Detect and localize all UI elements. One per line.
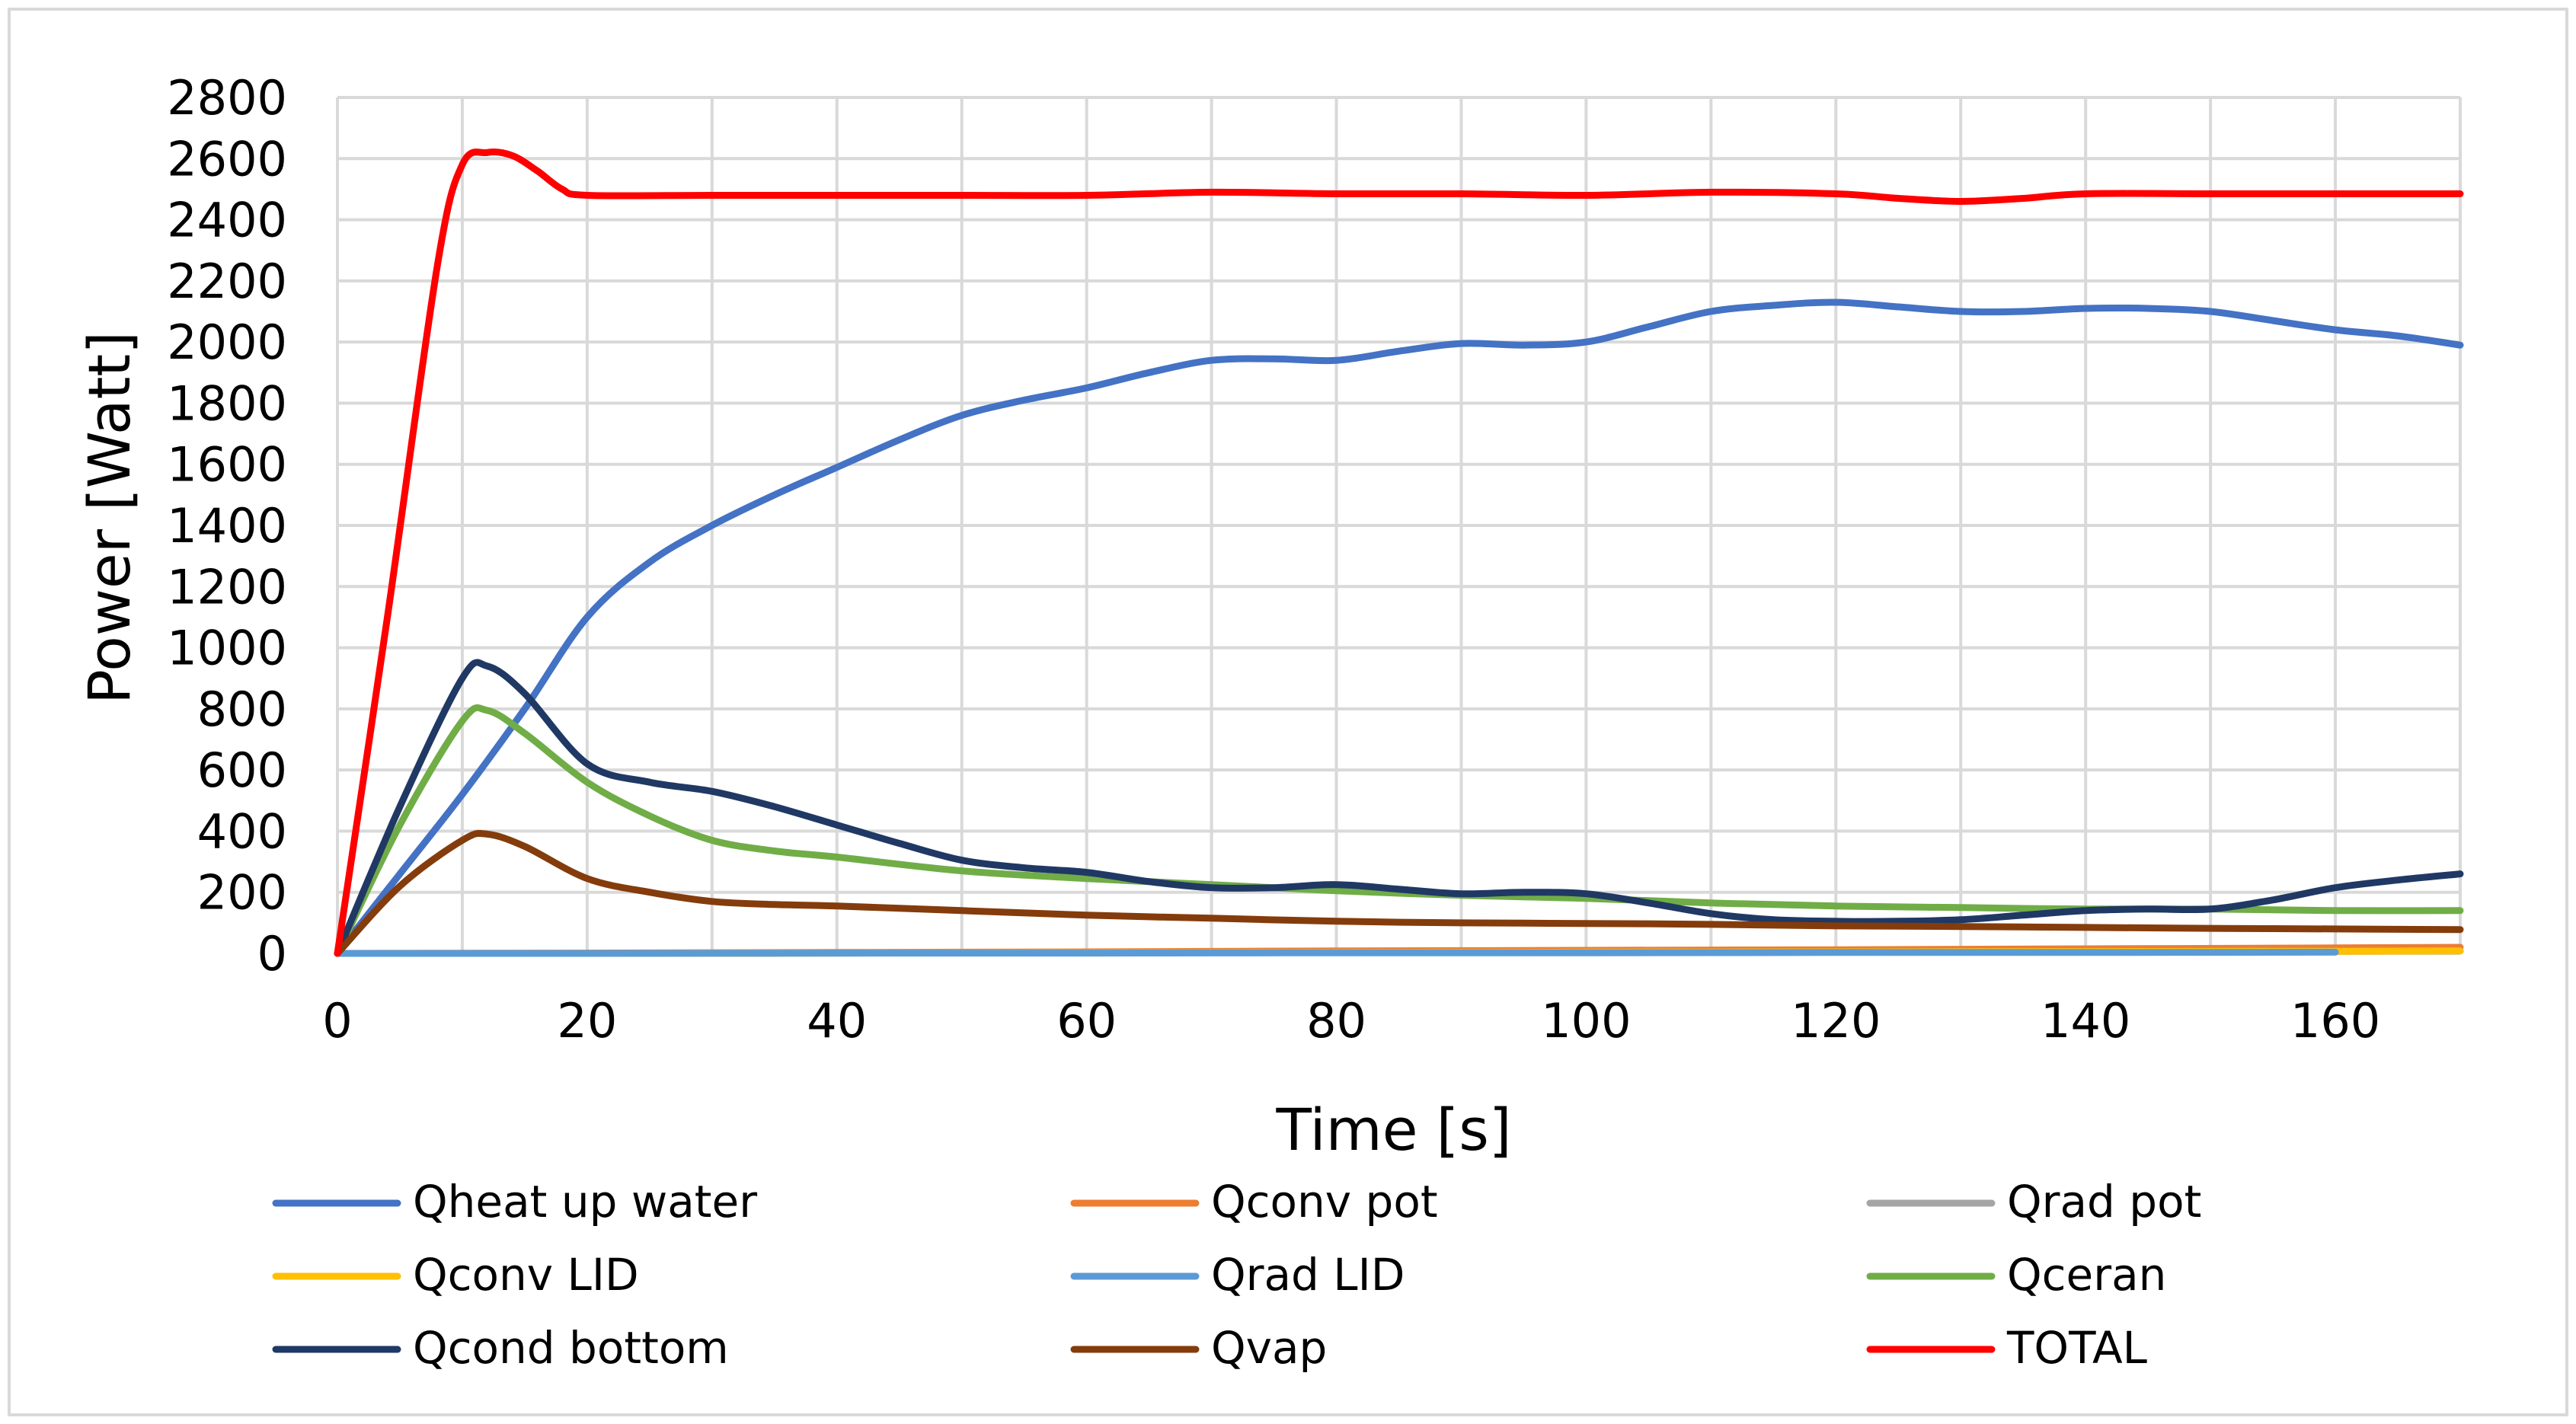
legend-label-qconv-pot: Qconv pot — [1211, 1176, 1438, 1228]
y-tick-label: 400 — [197, 803, 287, 859]
x-tick-label: 80 — [1306, 993, 1366, 1049]
y-tick-label: 2000 — [167, 314, 287, 370]
legend-label-qrad-pot: Qrad pot — [2007, 1176, 2201, 1228]
series-line-qrad-lid — [334, 948, 2339, 957]
y-axis-title: Power [Watt] — [75, 331, 143, 704]
tick-labels: 0200400600800100012001400160018002000220… — [167, 70, 2380, 1049]
x-tick-label: 160 — [2290, 993, 2380, 1049]
legend-label-qvap: Qvap — [1211, 1322, 1327, 1374]
x-tick-label: 120 — [1791, 993, 1881, 1049]
y-tick-label: 2400 — [167, 193, 287, 248]
x-axis-title: Time [s] — [1275, 1096, 1511, 1164]
series-lines — [334, 148, 2464, 957]
chart-frame — [8, 8, 2568, 1416]
y-tick-label: 600 — [197, 742, 287, 798]
legend-label-qcond-bottom: Qcond bottom — [413, 1322, 729, 1374]
series-line-qvap — [334, 829, 2464, 957]
legend-label-total: TOTAL — [2006, 1322, 2147, 1374]
legend-label-qconv-lid: Qconv LID — [413, 1249, 639, 1301]
x-tick-label: 0 — [322, 993, 352, 1049]
x-tick-label: 140 — [2041, 993, 2130, 1049]
x-tick-label: 40 — [807, 993, 867, 1049]
y-tick-label: 1000 — [167, 621, 287, 676]
legend-label-qrad-lid: Qrad LID — [1211, 1249, 1405, 1301]
x-tick-label: 100 — [1541, 993, 1631, 1049]
series-line-total — [334, 148, 2464, 957]
y-tick-label: 2600 — [167, 131, 287, 187]
legend: Qheat up water Qconv pot Qrad pot Qconv LID… — [272, 1176, 2201, 1374]
y-tick-label: 2200 — [167, 254, 287, 309]
y-tick-label: 1400 — [167, 498, 287, 554]
y-tick-label: 800 — [197, 682, 287, 737]
x-tick-label: 60 — [1056, 993, 1117, 1049]
x-tick-label: 20 — [557, 993, 617, 1049]
y-tick-label: 1200 — [167, 559, 287, 615]
y-tick-label: 1800 — [167, 375, 287, 431]
y-tick-label: 0 — [257, 926, 287, 982]
y-tick-label: 1600 — [167, 437, 287, 493]
legend-label-qceran: Qceran — [2007, 1249, 2166, 1301]
y-tick-label: 200 — [197, 865, 287, 921]
series-line-qheat-up-water — [334, 299, 2464, 957]
series-line-qcond-bottom — [334, 659, 2464, 957]
legend-label-qheat-up-water: Qheat up water — [413, 1176, 757, 1228]
y-tick-label: 2800 — [167, 70, 287, 126]
